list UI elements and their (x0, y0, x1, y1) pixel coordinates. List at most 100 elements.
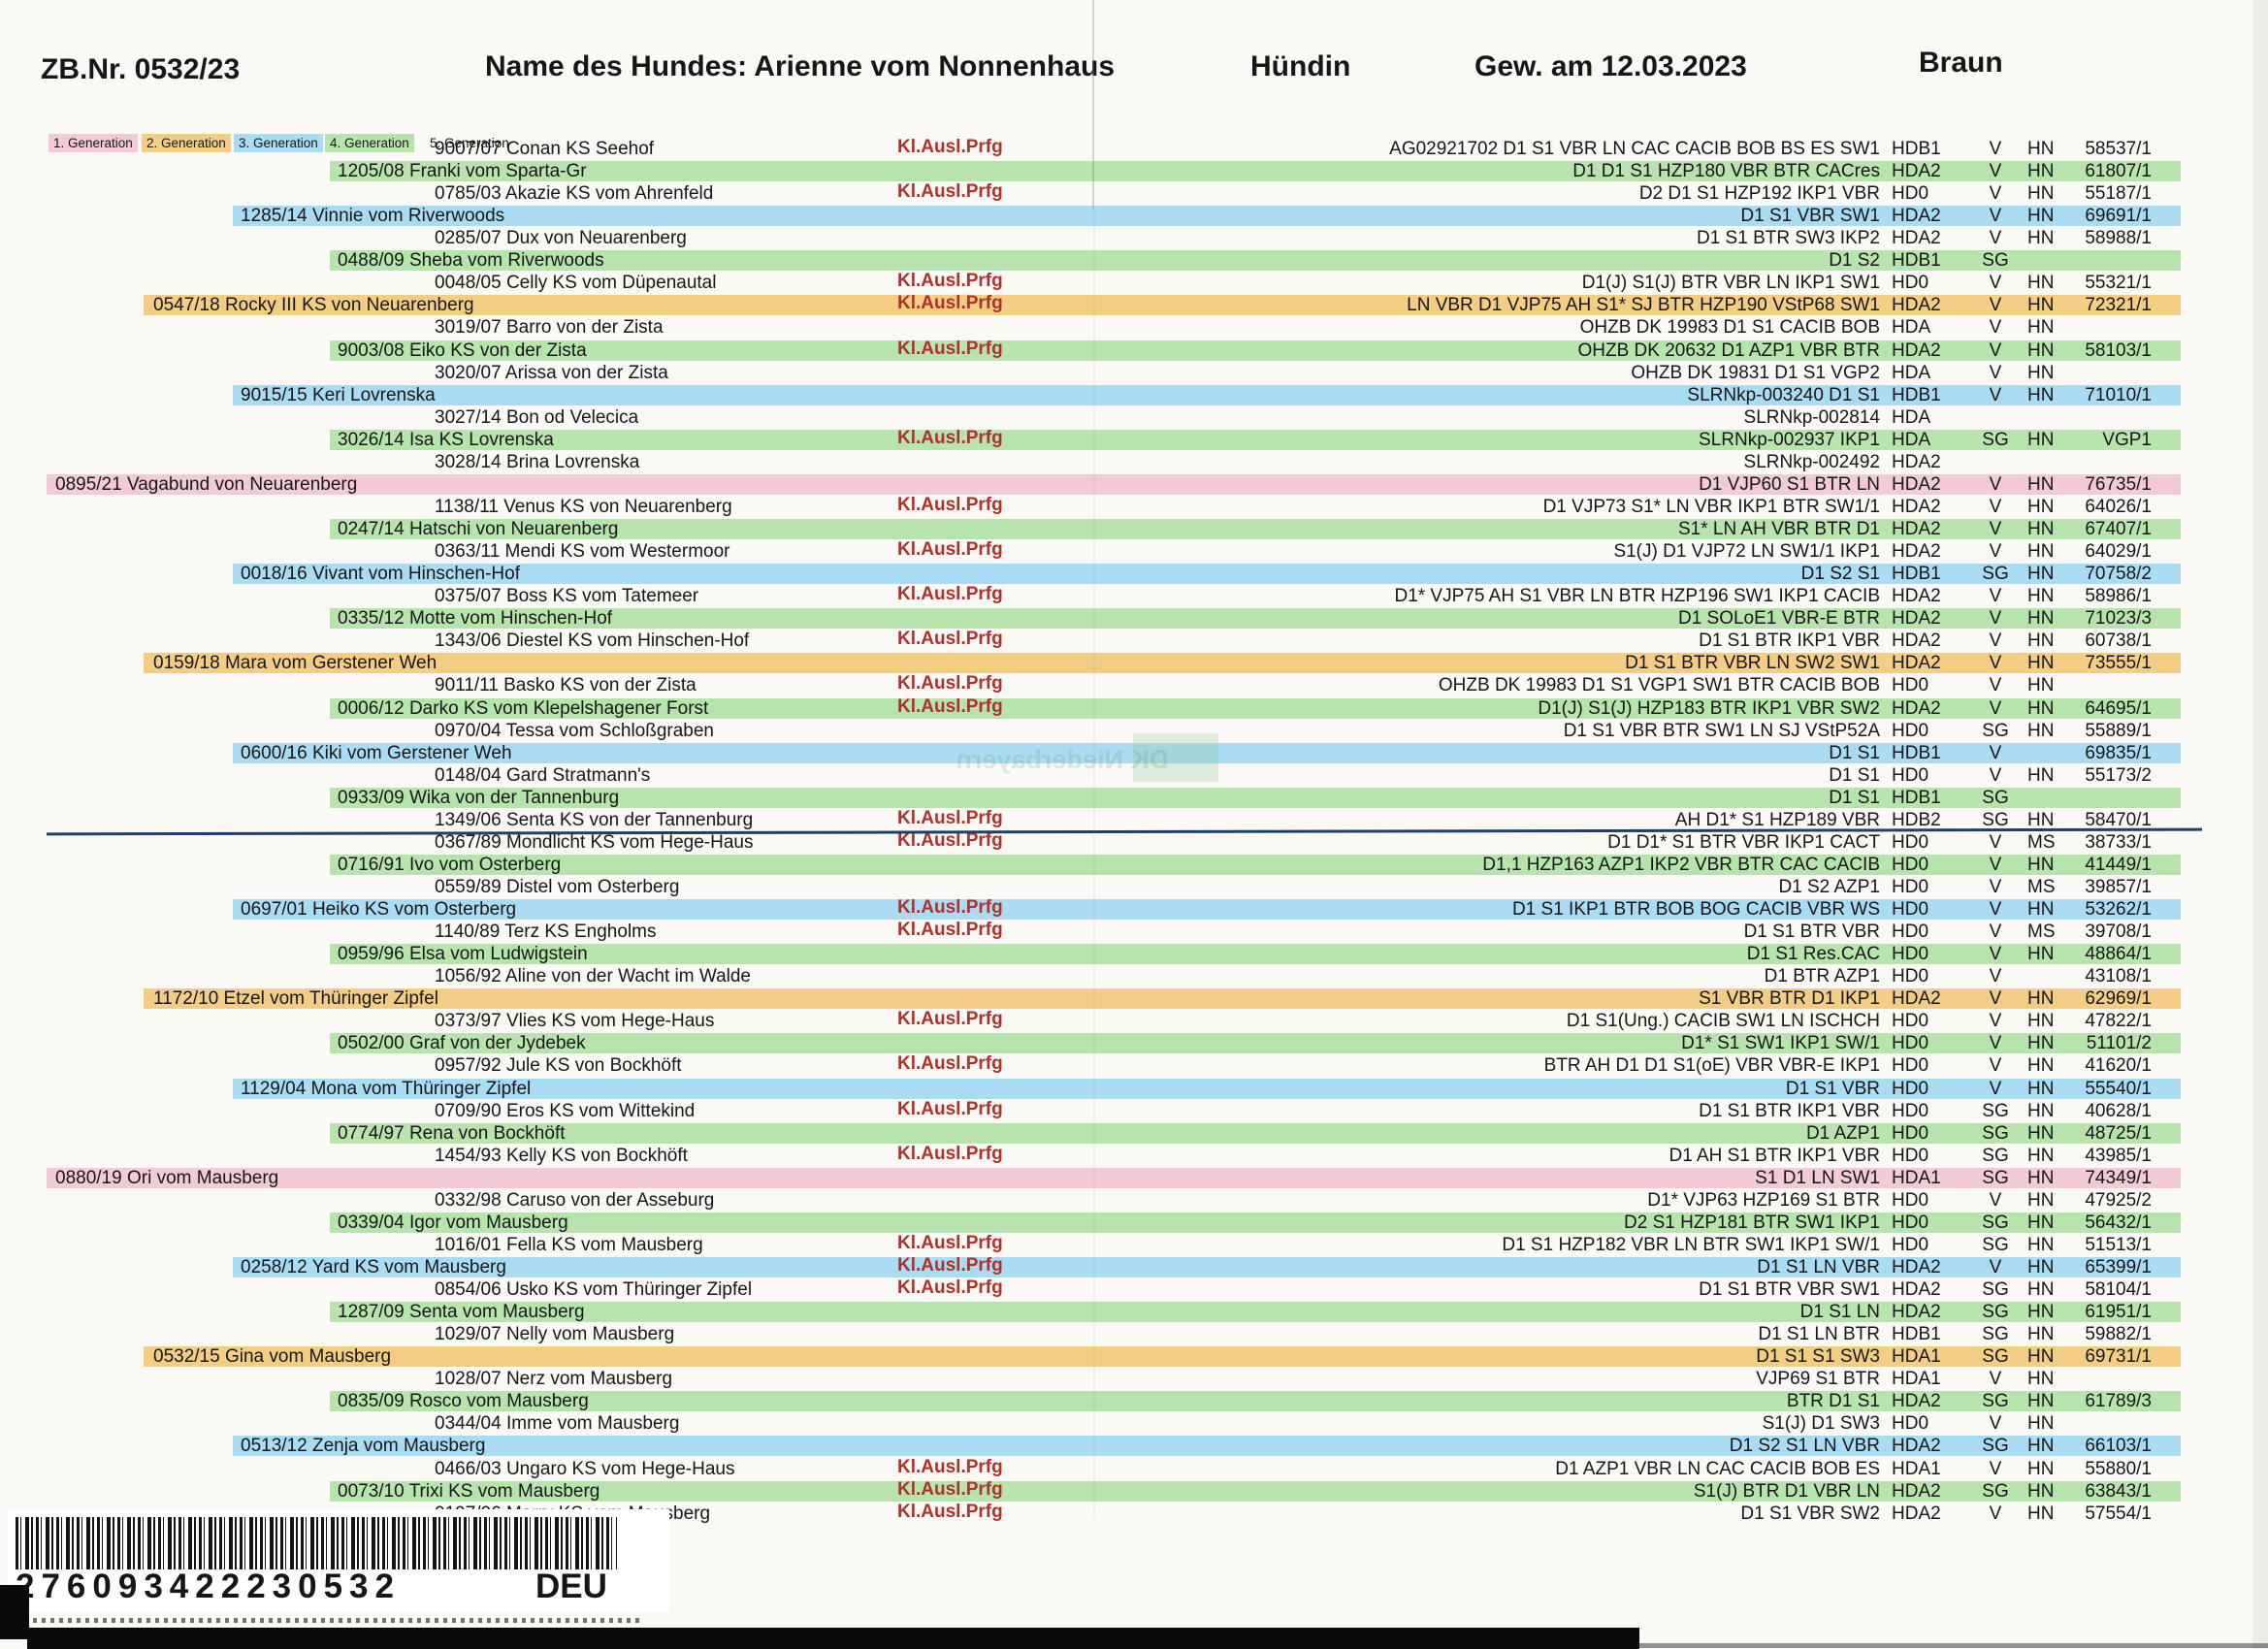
dog-name: 1454/93 Kelly KS von Bockhöft (435, 1145, 688, 1166)
hd-grade: HD0 (1892, 273, 1929, 294)
dog-name: 1140/89 Terz KS Engholms (435, 922, 657, 943)
registry-code: HN (2027, 809, 2055, 830)
barcode-country: DEU (535, 1568, 607, 1605)
hd-grade: HDA (1892, 406, 1931, 428)
show-rating: V (1989, 1458, 2002, 1479)
registry-code: HN (2027, 854, 2055, 875)
registry-code: HN (2027, 1100, 2055, 1121)
titles-awards: D1 S1 (1829, 764, 1880, 786)
registry-code: HN (2027, 1279, 2055, 1301)
titles-awards: D1 S1 BTR IKP1 VBR (1699, 1100, 1880, 1121)
hd-grade: HDA (1892, 317, 1931, 339)
titles-awards: S1 D1 LN SW1 (1755, 1167, 1880, 1188)
dog-name: 0933/09 Wika von der Tannenburg (338, 787, 620, 808)
hd-grade: HDA1 (1892, 1346, 1941, 1368)
pedigree-row: 0048/05 Celly KS vom Düpenautal Kl.Ausl.… (0, 271, 2268, 294)
pedigree-row: 0466/03 Ungaro KS vom Hege-Haus Kl.Ausl.… (0, 1457, 2268, 1480)
show-rating: SG (1982, 1122, 2009, 1144)
pedigree-row: 0854/06 Usko KS vom Thüringer Zipfel Kl.… (0, 1277, 2268, 1301)
show-rating: V (1989, 1257, 2002, 1277)
dog-name: 0285/07 Dux von Neuarenberg (435, 228, 687, 249)
hd-grade: HD0 (1892, 675, 1929, 696)
pedigree-row: 1129/04 Mona vom Thüringer Zipfel D1 S1 … (0, 1078, 2268, 1100)
generation-highlight (233, 384, 2181, 405)
pedigree-row: 1016/01 Fella KS vom Mausberg Kl.Ausl.Pr… (0, 1233, 2268, 1256)
reg-number: 39857/1 (2085, 876, 2152, 897)
hd-grade: HDA2 (1892, 1279, 1941, 1301)
show-rating: SG (1982, 1212, 2009, 1233)
registry-code: HN (2027, 362, 2055, 383)
legend-generation-5: 5. Generation (430, 136, 509, 150)
sex-label: Hündin (1250, 50, 1351, 82)
titles-awards: D1 S1 VBR SW2 (1740, 1503, 1880, 1524)
titles-awards: D1 S1(Ung.) CACIB SW1 LN ISCHCH (1566, 1011, 1880, 1032)
registry-code: HN (2027, 183, 2055, 205)
registry-code: HN (2027, 139, 2055, 159)
generation-highlight (330, 1033, 2181, 1054)
show-rating: SG (1982, 429, 2009, 450)
show-rating: V (1989, 206, 2002, 227)
titles-awards: D1* S1 SW1 IKP1 SW/1 (1681, 1033, 1880, 1054)
titles-awards: SLRNkp-002814 (1743, 406, 1880, 428)
registry-code: HN (2027, 1413, 2055, 1435)
hd-grade: HD0 (1892, 876, 1929, 897)
hd-grade: HDA2 (1892, 206, 1941, 227)
registry-code: HN (2027, 764, 2055, 786)
kl-ausl-prfg-label: Kl.Ausl.Prfg (897, 1277, 1003, 1299)
pedigree-row: 0367/89 Mondlicht KS vom Hege-Haus Kl.Au… (0, 830, 2268, 854)
kl-ausl-prfg-label: Kl.Ausl.Prfg (897, 1501, 1003, 1522)
registry-code: HN (2027, 1257, 2055, 1277)
show-rating: V (1989, 1413, 2002, 1435)
generation-highlight (330, 1480, 2181, 1502)
show-rating: SG (1982, 1167, 2009, 1188)
kl-ausl-prfg-label: Kl.Ausl.Prfg (897, 539, 1003, 561)
pedigree-row: 0895/21 Vagabund von Neuarenberg D1 VJP6… (0, 473, 2268, 496)
registry-code: HN (2027, 697, 2055, 719)
pedigree-row: 3020/07 Arissa von der Zista OHZB DK 198… (0, 363, 2268, 384)
registry-code: MS (2027, 831, 2056, 853)
reg-number: 41620/1 (2085, 1055, 2152, 1077)
registry-code: HN (2027, 1122, 2055, 1144)
dog-name: 0835/09 Rosco vom Mausberg (338, 1391, 589, 1412)
reg-number: 55880/1 (2085, 1458, 2152, 1479)
titles-awards: D1,1 HZP163 AZP1 IKP2 VBR BTR CAC CACIB (1482, 854, 1880, 875)
show-rating: V (1989, 1503, 2002, 1524)
generation-highlight (330, 1391, 2181, 1412)
titles-awards: D2 D1 S1 HZP192 IKP1 VBR (1638, 183, 1880, 205)
kl-ausl-prfg-label: Kl.Ausl.Prfg (897, 1098, 1003, 1119)
hd-grade: HD0 (1892, 1078, 1929, 1099)
registry-code: HN (2027, 1212, 2055, 1233)
registry-code: HN (2027, 1189, 2055, 1211)
generation-highlight (144, 653, 2181, 674)
pedigree-row: 0247/14 Hatschi von Neuarenberg S1* LN A… (0, 519, 2268, 540)
titles-awards: SLRNkp-002492 (1743, 451, 1880, 472)
pedigree-row: 0159/18 Mara vom Gerstener Weh D1 S1 BTR… (0, 653, 2268, 674)
kl-ausl-prfg-label: Kl.Ausl.Prfg (897, 1143, 1003, 1164)
dog-name: 9011/11 Basko KS von der Zista (435, 675, 697, 696)
dog-name: 1056/92 Aline von der Wacht im Walde (435, 966, 751, 987)
dog-name: 1287/09 Senta vom Mausberg (338, 1302, 585, 1323)
dog-name: 1285/14 Vinnie vom Riverwoods (241, 206, 505, 227)
titles-awards: D1 S1 (1829, 787, 1880, 808)
registry-code: HN (2027, 988, 2055, 1010)
registry-code: HN (2027, 653, 2055, 674)
reg-number: 55321/1 (2085, 273, 2152, 294)
pedigree-row: 0285/07 Dux von Neuarenberg D1 S1 BTR SW… (0, 228, 2268, 249)
titles-awards: D1 S1 BTR VBR LN SW2 SW1 (1625, 653, 1880, 674)
dog-name: 0697/01 Heiko KS vom Osterberg (241, 899, 517, 921)
registry-code: HN (2027, 206, 2055, 227)
hd-grade: HDA2 (1892, 988, 1941, 1010)
reg-number: 61951/1 (2085, 1302, 2152, 1323)
pedigree-row: 0344/04 Imme vom Mausberg S1(J) D1 SW3 H… (0, 1413, 2268, 1435)
show-rating: V (1989, 1011, 2002, 1032)
kl-ausl-prfg-label: Kl.Ausl.Prfg (897, 1255, 1003, 1276)
show-rating: V (1989, 519, 2002, 540)
reg-number: 55540/1 (2085, 1078, 2152, 1099)
hd-grade: HD0 (1892, 831, 1929, 853)
dog-name: 0559/89 Distel vom Osterberg (435, 876, 680, 897)
reg-number: 58470/1 (2085, 809, 2152, 830)
pedigree-row: 0959/96 Elsa vom Ludwigstein D1 S1 Res.C… (0, 944, 2268, 965)
reg-number: 64029/1 (2085, 541, 2152, 563)
show-rating: V (1989, 675, 2002, 696)
hd-grade: HDA2 (1892, 1391, 1941, 1412)
